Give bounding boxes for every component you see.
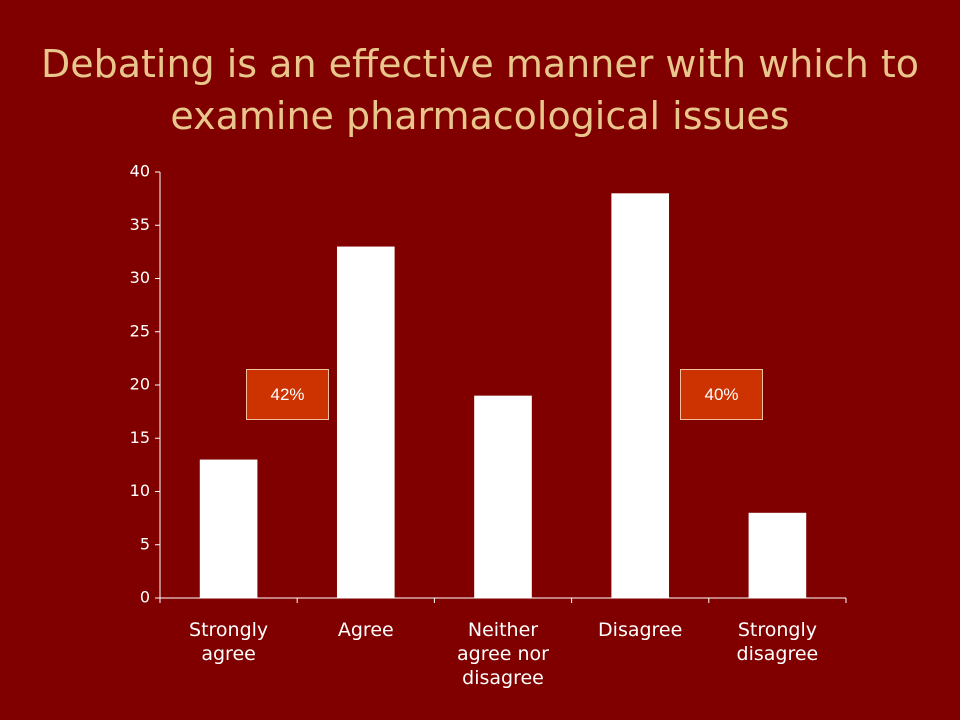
x-tick-label: Strongly agree [189,619,269,665]
bar [474,395,532,598]
y-tick-label: 30 [130,268,150,287]
chart-title: Debating is an effective manner with whi… [40,42,920,138]
y-tick-label: 35 [130,215,150,234]
y-tick-label: 20 [130,375,150,394]
annotation: 40% [680,369,763,420]
y-tick-label: 5 [140,534,150,553]
x-tick-label: Neither agree nor disagree [457,619,549,689]
bar [336,246,395,599]
bar [611,193,670,599]
annotation: 42% [246,369,329,420]
bar [748,512,807,598]
y-tick-label: 15 [130,428,150,447]
y-tick-label: 10 [130,481,150,500]
x-tick-label: Disagree [598,619,683,641]
x-tick-label: Strongly disagree [736,619,819,665]
y-tick-label: 25 [130,321,150,340]
x-tick-label: Agree [337,619,394,641]
y-tick-label: 40 [130,162,150,181]
y-tick-label: 0 [140,588,150,607]
bar [199,459,258,598]
